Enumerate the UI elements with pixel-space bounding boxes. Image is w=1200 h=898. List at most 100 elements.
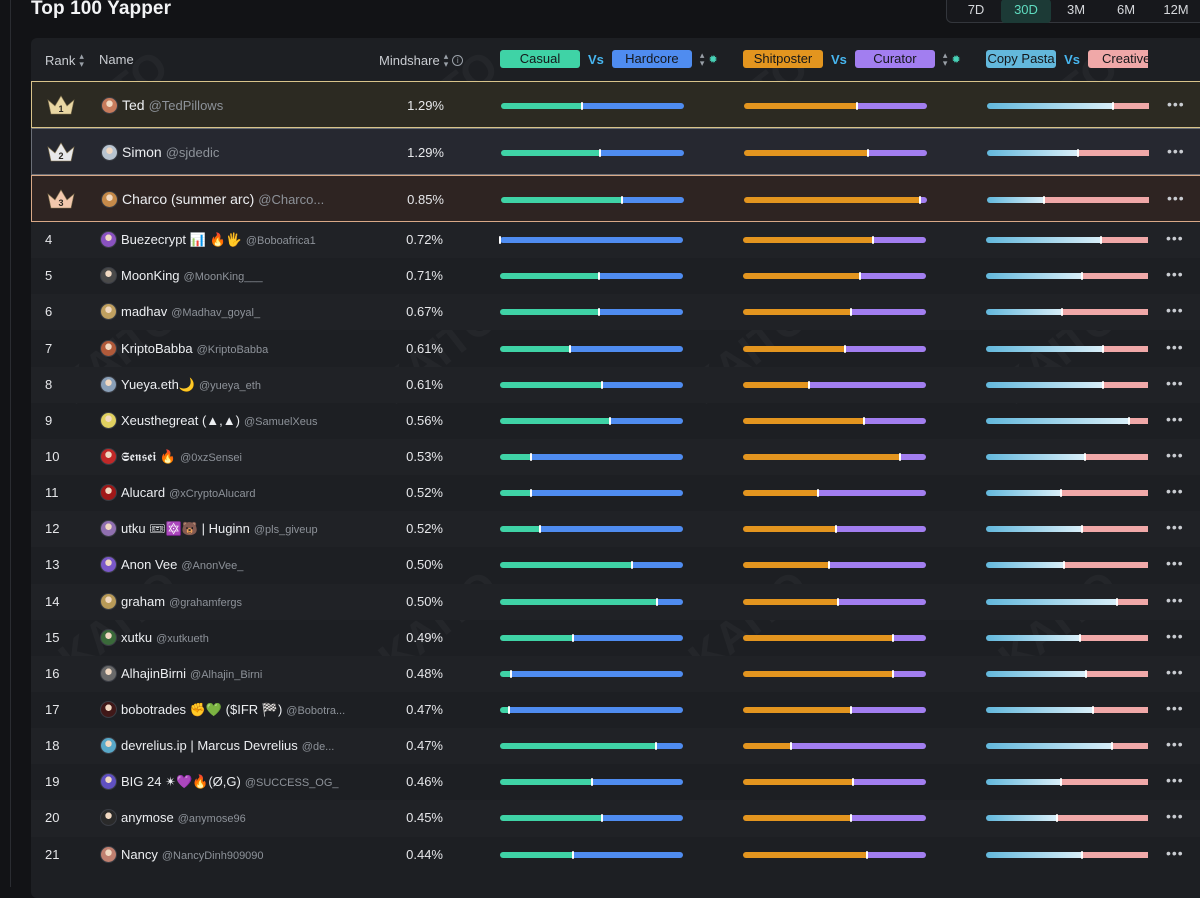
avatar[interactable] xyxy=(100,520,117,538)
user-handle[interactable]: @pls_giveup xyxy=(253,524,318,537)
user-handle[interactable]: @Madhav_goyal_ xyxy=(171,307,261,320)
more-options-icon[interactable]: ••• xyxy=(1166,230,1184,247)
display-name[interactable]: BIG 24 ✴💜🔥(Ø,G) xyxy=(121,774,241,790)
more-options-icon[interactable]: ••• xyxy=(1166,808,1184,825)
avatar[interactable] xyxy=(100,773,117,791)
user-name-cell[interactable]: madhav @Madhav_goyal_ xyxy=(121,304,260,319)
table-row[interactable]: 20 anymose @anymose96 0.45% ••• xyxy=(31,800,1200,837)
user-handle[interactable]: @Charco... xyxy=(258,191,325,207)
user-handle[interactable]: @SamuelXeus xyxy=(243,415,318,428)
table-row[interactable]: 10 𝕾𝖊𝖓𝖘𝖊𝖎 🔥 @0xzSensei 0.53% ••• xyxy=(31,438,1200,476)
more-options-icon[interactable]: ••• xyxy=(1166,519,1184,536)
avatar[interactable] xyxy=(100,447,117,465)
display-name[interactable]: bobotrades ✊💚 ($IFR 🏁) xyxy=(121,702,283,717)
display-name[interactable]: graham xyxy=(121,593,166,609)
user-handle[interactable]: @Boboafrica1 xyxy=(245,235,316,248)
table-row[interactable]: 15 xutku @xutkueth 0.49% ••• xyxy=(31,620,1200,656)
table-row[interactable]: 12 utku 🎟🔯🐻 | Huginn @pls_giveup 0.52% ••• xyxy=(31,511,1200,548)
more-options-icon[interactable]: ••• xyxy=(1166,844,1184,861)
avatar[interactable] xyxy=(100,809,117,827)
user-handle[interactable]: @MoonKing___ xyxy=(183,271,263,284)
display-name[interactable]: Buezecrypt 📊 🔥🖐 xyxy=(121,232,242,248)
user-handle[interactable]: @Bobotra... xyxy=(286,705,346,717)
user-name-cell[interactable]: KriptoBabba @KriptoBabba xyxy=(121,341,268,356)
user-name-cell[interactable]: anymose @anymose96 xyxy=(121,810,246,825)
display-name[interactable]: madhav xyxy=(121,304,168,320)
avatar[interactable] xyxy=(100,231,117,249)
table-row[interactable]: 11 Alucard @xCryptoAlucard 0.52% ••• xyxy=(31,475,1200,511)
user-name-cell[interactable]: Ted @TedPillows xyxy=(122,97,223,113)
table-row[interactable]: 6 madhav @Madhav_goyal_ 0.67% ••• xyxy=(31,294,1200,331)
more-options-icon[interactable]: ••• xyxy=(1166,410,1184,427)
more-options-icon[interactable]: ••• xyxy=(1166,591,1184,608)
user-name-cell[interactable]: Anon Vee @AnonVee_ xyxy=(121,557,243,572)
more-options-icon[interactable]: ••• xyxy=(1166,338,1184,355)
user-name-cell[interactable]: Buezecrypt 📊 🔥🖐 @Boboafrica1 xyxy=(121,232,316,248)
display-name[interactable]: Anon Vee xyxy=(121,557,178,573)
display-name[interactable]: MoonKing xyxy=(121,268,180,284)
display-name[interactable]: 𝕾𝖊𝖓𝖘𝖊𝖎 🔥 xyxy=(121,448,177,464)
user-handle[interactable]: @grahamfergs xyxy=(169,596,242,609)
more-options-icon[interactable]: ••• xyxy=(1166,627,1184,644)
more-options-icon[interactable]: ••• xyxy=(1166,736,1184,753)
table-row[interactable]: 19 BIG 24 ✴💜🔥(Ø,G) @SUCCESS_OG_ 0.46% ••• xyxy=(31,764,1200,800)
avatar[interactable] xyxy=(100,664,117,682)
info-icon[interactable]: i xyxy=(452,54,464,66)
shitposter-curator-header[interactable]: Shitposter Vs Curator ▴ ▾ ✹ xyxy=(743,50,961,68)
user-name-cell[interactable]: utku 🎟🔯🐻 | Huginn @pls_giveup xyxy=(121,521,318,537)
timeframe-7d[interactable]: 7D xyxy=(967,1,985,17)
display-name[interactable]: Simon xyxy=(122,143,162,160)
avatar[interactable] xyxy=(100,737,117,755)
table-row[interactable]: 21 Nancy @NancyDinh909090 0.44% ••• xyxy=(31,837,1200,873)
user-name-cell[interactable]: BIG 24 ✴💜🔥(Ø,G) @SUCCESS_OG_ xyxy=(121,774,339,790)
avatar[interactable] xyxy=(100,411,117,429)
avatar[interactable] xyxy=(100,484,117,502)
display-name[interactable]: utku 🎟🔯🐻 | Huginn xyxy=(121,521,250,537)
user-name-cell[interactable]: Nancy @NancyDinh909090 xyxy=(121,847,264,862)
more-options-icon[interactable]: ••• xyxy=(1166,663,1184,680)
table-row[interactable]: 3 Charco (summer arc) @Charco... 0.85% ••• xyxy=(31,175,1200,222)
rank-column-header[interactable]: Rank ▴ ▾ xyxy=(45,52,84,69)
user-handle[interactable]: @TedPillows xyxy=(148,97,224,113)
user-name-cell[interactable]: xutku @xutkueth xyxy=(121,630,209,645)
table-row[interactable]: 4 Buezecrypt 📊 🔥🖐 @Boboafrica1 0.72% ••• xyxy=(31,222,1200,259)
user-name-cell[interactable]: graham @grahamfergs xyxy=(121,594,242,609)
user-handle[interactable]: @KriptoBabba xyxy=(196,343,269,356)
timeframe-12m[interactable]: 12M xyxy=(1163,1,1189,17)
user-handle[interactable]: @xCryptoAlucard xyxy=(169,488,256,501)
more-options-icon[interactable]: ••• xyxy=(1166,374,1184,391)
avatar[interactable] xyxy=(100,628,117,646)
avatar[interactable] xyxy=(100,303,117,321)
more-options-icon[interactable]: ••• xyxy=(1166,302,1184,319)
display-name[interactable]: Xeusthegreat (▲,▲) xyxy=(121,412,240,428)
more-options-icon[interactable]: ••• xyxy=(1167,189,1185,206)
display-name[interactable]: AlhajinBirni xyxy=(121,665,187,681)
table-row[interactable]: 8 Yueya.eth🌙 @yueya_eth 0.61% ••• xyxy=(31,366,1200,403)
mindshare-column-header[interactable]: Mindshare ▴ ▾ i xyxy=(379,52,464,69)
settings-icon[interactable]: ✹ xyxy=(951,53,961,66)
display-name[interactable]: xutku xyxy=(121,629,153,645)
timeframe-6m[interactable]: 6M xyxy=(1116,1,1136,17)
table-row[interactable]: 9 Xeusthegreat (▲,▲) @SamuelXeus 0.56% ••• xyxy=(31,403,1200,439)
more-options-icon[interactable]: ••• xyxy=(1166,700,1184,716)
display-name[interactable]: devrelius.ip | Marcus Devrelius xyxy=(121,738,298,754)
table-row[interactable]: 5 MoonKing @MoonKing___ 0.71% ••• xyxy=(31,258,1200,294)
more-options-icon[interactable]: ••• xyxy=(1166,266,1184,283)
more-options-icon[interactable]: ••• xyxy=(1166,446,1184,463)
user-handle[interactable]: @de... xyxy=(301,741,335,754)
more-options-icon[interactable]: ••• xyxy=(1167,142,1185,159)
table-row[interactable]: 13 Anon Vee @AnonVee_ 0.50% ••• xyxy=(31,547,1200,583)
casual-hardcore-header[interactable]: Casual Vs Hardcore ▴ ▾ ✹ xyxy=(500,50,718,68)
settings-icon[interactable]: ✹ xyxy=(708,53,718,66)
user-handle[interactable]: @sjdedic xyxy=(165,144,220,160)
display-name[interactable]: Charco (summer arc) xyxy=(122,190,255,207)
user-handle[interactable]: @anymose96 xyxy=(177,813,246,826)
avatar[interactable] xyxy=(100,556,117,574)
user-name-cell[interactable]: Yueya.eth🌙 @yueya_eth xyxy=(121,377,261,393)
display-name[interactable]: Ted xyxy=(122,96,145,113)
avatar[interactable] xyxy=(100,701,117,718)
user-name-cell[interactable]: AlhajinBirni @Alhajin_Birni xyxy=(121,666,262,681)
more-options-icon[interactable]: ••• xyxy=(1166,772,1184,789)
timeframe-3m[interactable]: 3M xyxy=(1066,1,1086,17)
user-name-cell[interactable]: Xeusthegreat (▲,▲) @SamuelXeus xyxy=(121,413,318,428)
